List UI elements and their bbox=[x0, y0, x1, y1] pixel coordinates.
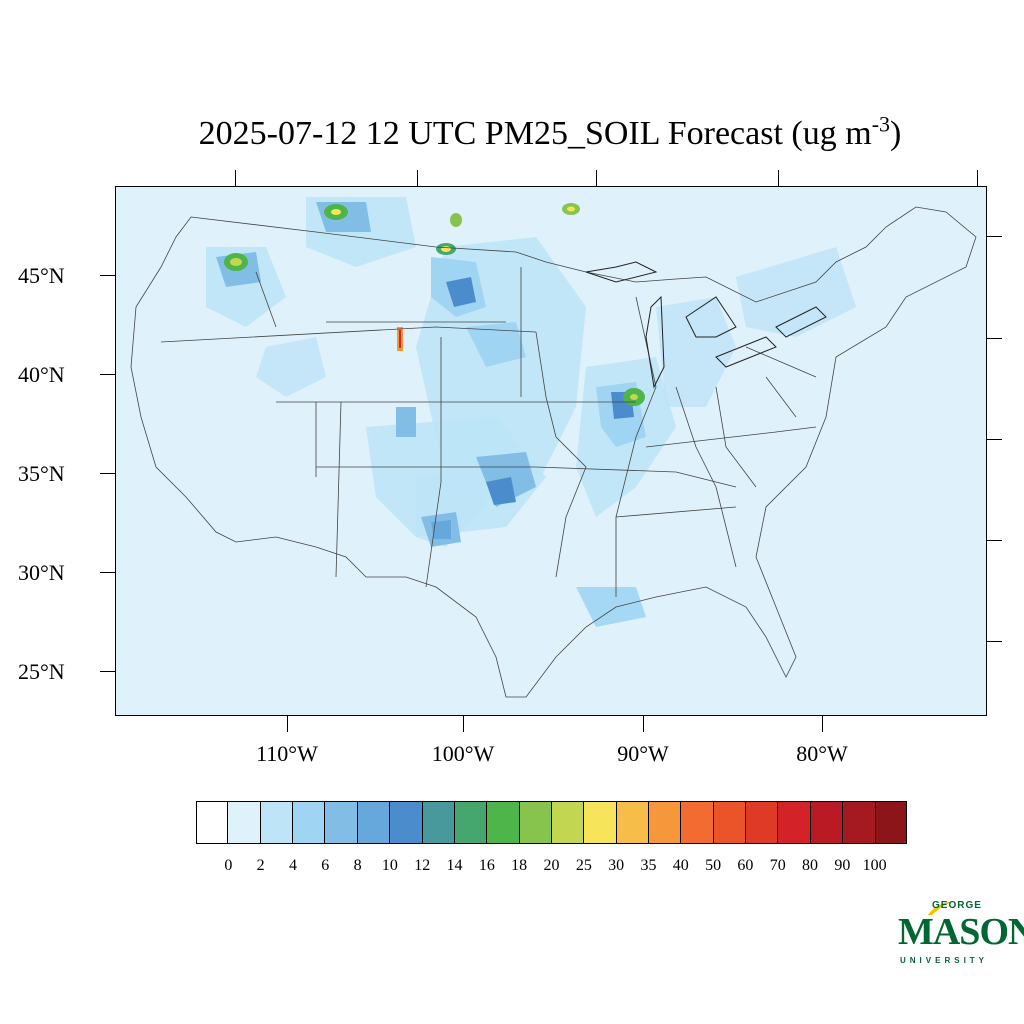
colorbar bbox=[196, 801, 907, 844]
colorbar-swatch bbox=[357, 801, 391, 844]
lat-label-40n: 40°N bbox=[18, 362, 65, 387]
us-map bbox=[130, 197, 977, 698]
colorbar-swatch bbox=[293, 801, 326, 844]
colorbar-label: 60 bbox=[737, 857, 754, 874]
colorbar-swatch bbox=[843, 801, 876, 844]
top-tick-2 bbox=[417, 170, 418, 186]
left-tick-45 bbox=[100, 275, 115, 276]
colorbar-swatch bbox=[681, 801, 714, 844]
title-superscript: -3 bbox=[871, 111, 891, 137]
logo-mason: MASON bbox=[898, 911, 1024, 953]
colorbar-swatch bbox=[713, 801, 747, 844]
lat-label-25n: 25°N bbox=[18, 659, 65, 684]
right-tick-3 bbox=[987, 439, 1002, 440]
logo-george: GEORGE bbox=[932, 900, 982, 911]
colorbar-label: 35 bbox=[640, 857, 657, 874]
right-tick-5 bbox=[987, 641, 1002, 642]
chart-title: 2025-07-12 12 UTC PM25_SOIL Forecast (ug… bbox=[0, 112, 1024, 156]
colorbar-swatch bbox=[325, 801, 358, 844]
lon-label-80w: 80°W bbox=[796, 741, 848, 766]
logo-university: UNIVERSITY bbox=[900, 956, 989, 965]
bottom-tick-100w bbox=[463, 716, 464, 732]
colorbar-label: 12 bbox=[414, 857, 431, 874]
great-lakes bbox=[585, 261, 827, 389]
top-tick-5 bbox=[977, 170, 978, 186]
colorbar-swatch bbox=[584, 801, 617, 844]
colorbar-label: 50 bbox=[705, 857, 722, 874]
colorbar-label: 90 bbox=[834, 857, 851, 874]
gmu-logo: GEORGE MASON UNIVERSITY bbox=[896, 900, 1024, 970]
left-tick-40 bbox=[100, 374, 115, 375]
colorbar-label: 70 bbox=[769, 857, 786, 874]
colorbar-swatch bbox=[649, 801, 682, 844]
colorbar-label: 14 bbox=[446, 857, 463, 874]
colorbar-label: 80 bbox=[802, 857, 819, 874]
colorbar-swatch bbox=[487, 801, 520, 844]
colorbar-label: 10 bbox=[381, 857, 398, 874]
colorbar-swatch bbox=[551, 801, 585, 844]
colorbar-swatch bbox=[519, 801, 552, 844]
top-tick-4 bbox=[778, 170, 779, 186]
colorbar-swatch bbox=[746, 801, 779, 844]
colorbar-swatch bbox=[196, 801, 229, 844]
lat-label-35n: 35°N bbox=[18, 461, 65, 486]
right-tick-2 bbox=[987, 338, 1002, 339]
colorbar-label: 40 bbox=[672, 857, 689, 874]
colorbar-swatch bbox=[454, 801, 488, 844]
colorbar-swatch bbox=[778, 801, 811, 844]
colorbar-label: 20 bbox=[543, 857, 560, 874]
left-tick-35 bbox=[100, 473, 115, 474]
colorbar-swatch bbox=[422, 801, 455, 844]
lon-label-110w: 110°W bbox=[256, 741, 318, 766]
lat-label-30n: 30°N bbox=[18, 560, 65, 585]
colorbar-label: 30 bbox=[608, 857, 625, 874]
colorbar-swatch bbox=[228, 801, 261, 844]
colorbar-label: 25 bbox=[575, 857, 592, 874]
bottom-tick-80w bbox=[822, 716, 823, 732]
colorbar-label: 0 bbox=[224, 857, 233, 874]
colorbar-label: 16 bbox=[478, 857, 495, 874]
top-tick-3 bbox=[596, 170, 597, 186]
concentration-patches bbox=[206, 197, 856, 627]
lon-label-100w: 100°W bbox=[431, 741, 495, 766]
bottom-tick-110w bbox=[287, 716, 288, 732]
colorbar-label: 2 bbox=[256, 857, 265, 874]
title-close: ) bbox=[890, 115, 902, 152]
lat-label-45n: 45°N bbox=[18, 263, 65, 288]
map-panel bbox=[115, 186, 987, 716]
colorbar-label: 100 bbox=[862, 857, 887, 874]
colorbar-label: 4 bbox=[288, 857, 297, 874]
title-text: 2025-07-12 12 UTC PM25_SOIL Forecast (ug… bbox=[198, 115, 872, 152]
colorbar-swatch bbox=[260, 801, 294, 844]
colorbar-label: 8 bbox=[353, 857, 362, 874]
colorbar-swatch bbox=[616, 801, 650, 844]
state-boundaries bbox=[130, 206, 977, 698]
left-tick-25 bbox=[100, 671, 115, 672]
colorbar-swatch bbox=[810, 801, 844, 844]
right-tick-4 bbox=[987, 540, 1002, 541]
right-tick-1 bbox=[987, 236, 1002, 237]
colorbar-swatch bbox=[875, 801, 907, 844]
flame-icon bbox=[928, 901, 954, 915]
lon-label-90w: 90°W bbox=[617, 741, 669, 766]
colorbar-swatch bbox=[390, 801, 423, 844]
left-tick-30 bbox=[100, 572, 115, 573]
top-tick-1 bbox=[235, 170, 236, 186]
colorbar-label: 18 bbox=[511, 857, 528, 874]
bottom-tick-90w bbox=[643, 716, 644, 732]
colorbar-label: 6 bbox=[321, 857, 330, 874]
